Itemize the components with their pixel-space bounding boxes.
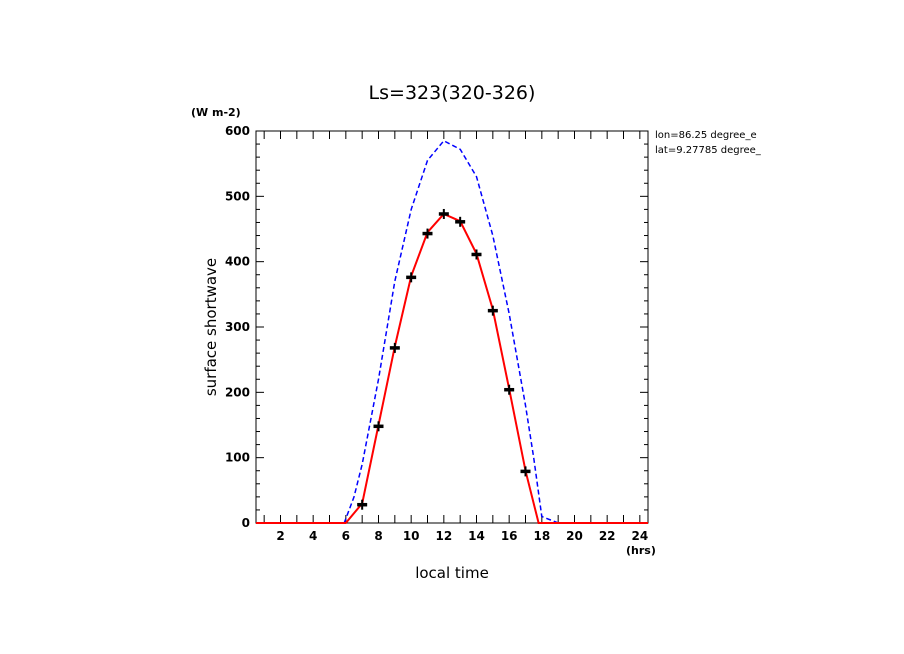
y-unit-label: (W m-2): [191, 106, 241, 119]
x-tick-labels: 2 4 6 8 10 12 14 16 18 20 22 24: [276, 529, 648, 543]
y-tick-label: 0: [242, 516, 250, 530]
data-point-marker: [487, 305, 498, 316]
data-point-marker: [357, 499, 368, 510]
x-tick-label: 24: [631, 529, 648, 543]
lat-annotation: lat=9.27785 degree_: [655, 145, 762, 156]
plot-frame: [255, 130, 649, 524]
x-tick-label: 18: [533, 529, 550, 543]
data-point-marker: [373, 421, 384, 432]
dashed-series-line: [256, 139, 648, 524]
y-tick-label: 200: [225, 385, 250, 399]
x-tick-label: 10: [403, 529, 420, 543]
data-point-marker: [422, 228, 433, 239]
x-tick-label: 12: [435, 529, 452, 543]
x-tick-label: 6: [342, 529, 350, 543]
x-tick-label: 4: [309, 529, 317, 543]
marker-series: [357, 208, 531, 510]
series-layer: [256, 139, 648, 524]
x-tick-label: 20: [566, 529, 583, 543]
y-tick-labels: 0 100 200 300 400 500 600: [225, 124, 250, 530]
x-tick-label: 16: [501, 529, 518, 543]
y-tick-label: 100: [225, 451, 250, 465]
data-point-marker: [471, 249, 482, 260]
data-point-marker: [438, 208, 449, 219]
y-tick-label: 500: [225, 189, 250, 203]
axis-ticks: [256, 130, 648, 524]
x-tick-label: 22: [599, 529, 616, 543]
data-point-marker: [520, 466, 531, 477]
data-point-marker: [406, 272, 417, 283]
lon-annotation: lon=86.25 degree_e: [655, 130, 757, 141]
x-tick-label: 8: [374, 529, 382, 543]
data-point-marker: [504, 384, 515, 395]
data-point-marker: [455, 216, 466, 227]
x-unit-label: (hrs): [626, 544, 656, 557]
solid-series-line: [256, 212, 648, 524]
y-tick-label: 600: [225, 124, 250, 138]
y-tick-label: 400: [225, 255, 250, 269]
chart-title: Ls=323(320-326): [369, 82, 536, 104]
y-tick-label: 300: [225, 320, 250, 334]
x-axis-label: local time: [415, 564, 489, 582]
data-point-marker: [389, 342, 400, 353]
x-tick-label: 2: [276, 529, 284, 543]
x-tick-label: 14: [468, 529, 485, 543]
y-axis-label: surface shortwave: [202, 258, 220, 396]
